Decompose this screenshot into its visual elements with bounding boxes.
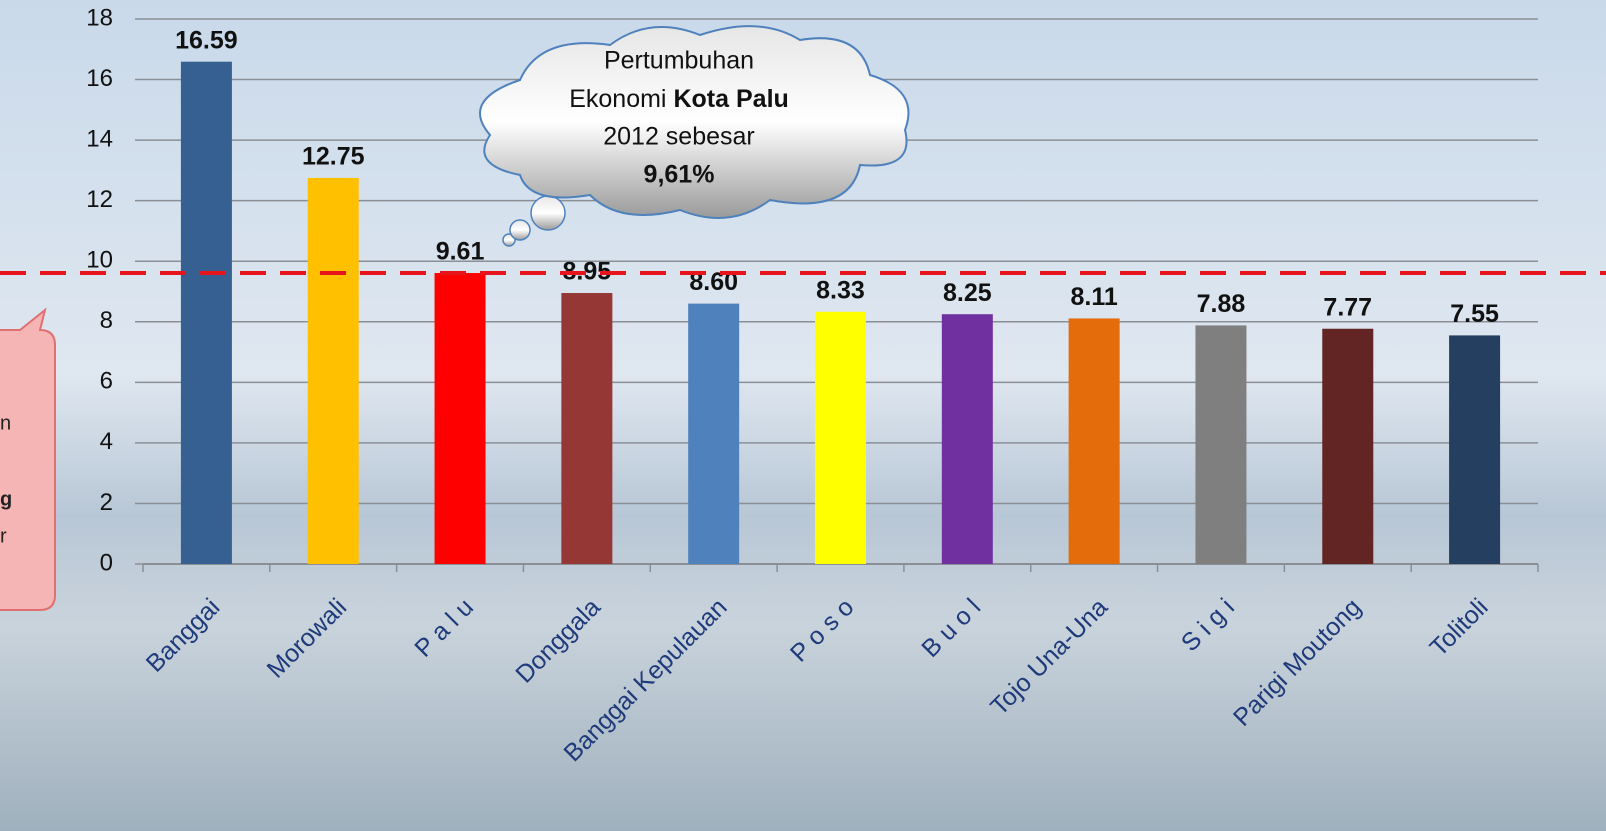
value-label: 9.61	[436, 238, 485, 266]
bar	[688, 304, 739, 564]
annotation-bold: Kota Palu	[673, 85, 788, 113]
bar	[942, 314, 993, 564]
annotation-text: Ekonomi	[569, 85, 666, 113]
annotation-text: 9,61%	[644, 161, 715, 189]
y-tick-label: 12	[86, 186, 113, 213]
cloud-bubble	[531, 196, 565, 230]
bar	[1069, 318, 1120, 564]
value-label: 8.33	[816, 276, 865, 304]
bar	[308, 178, 359, 564]
bar	[181, 62, 232, 564]
y-tick-label: 4	[100, 428, 113, 455]
annotation-text: 2012 sebesar	[603, 123, 755, 151]
y-tick-label: 10	[86, 247, 113, 274]
y-tick-label: 16	[86, 65, 113, 92]
y-tick-label: 6	[100, 368, 113, 395]
cloud-bubble	[510, 220, 530, 240]
callout-shape	[0, 310, 55, 610]
y-tick-label: 8	[100, 307, 113, 334]
bar	[1449, 335, 1500, 564]
chart: 02468101214161816.59Banggai12.75Morowali…	[0, 0, 1606, 831]
value-label: 8.11	[1070, 283, 1117, 311]
callout-text: g	[0, 488, 12, 510]
value-label: 8.25	[943, 279, 992, 307]
value-label: 7.88	[1197, 290, 1246, 318]
value-label: 7.55	[1450, 300, 1499, 328]
bar	[561, 293, 612, 564]
y-tick-label: 18	[86, 4, 113, 31]
value-label: 12.75	[302, 143, 365, 171]
bar	[1195, 325, 1246, 564]
annotation-text: Pertumbuhan	[604, 47, 754, 75]
bar	[435, 273, 486, 564]
page: 02468101214161816.59Banggai12.75Morowali…	[0, 0, 1606, 831]
y-tick-label: 14	[86, 125, 113, 152]
callout-text: r	[0, 525, 7, 547]
left-callout: n g r	[0, 310, 55, 610]
value-label: 16.59	[175, 26, 238, 54]
bar	[1322, 329, 1373, 564]
callout-text: n	[0, 412, 11, 434]
y-tick-label: 0	[100, 549, 113, 576]
value-label: 7.77	[1323, 293, 1372, 321]
bar	[815, 312, 866, 564]
y-tick-label: 2	[100, 489, 113, 516]
